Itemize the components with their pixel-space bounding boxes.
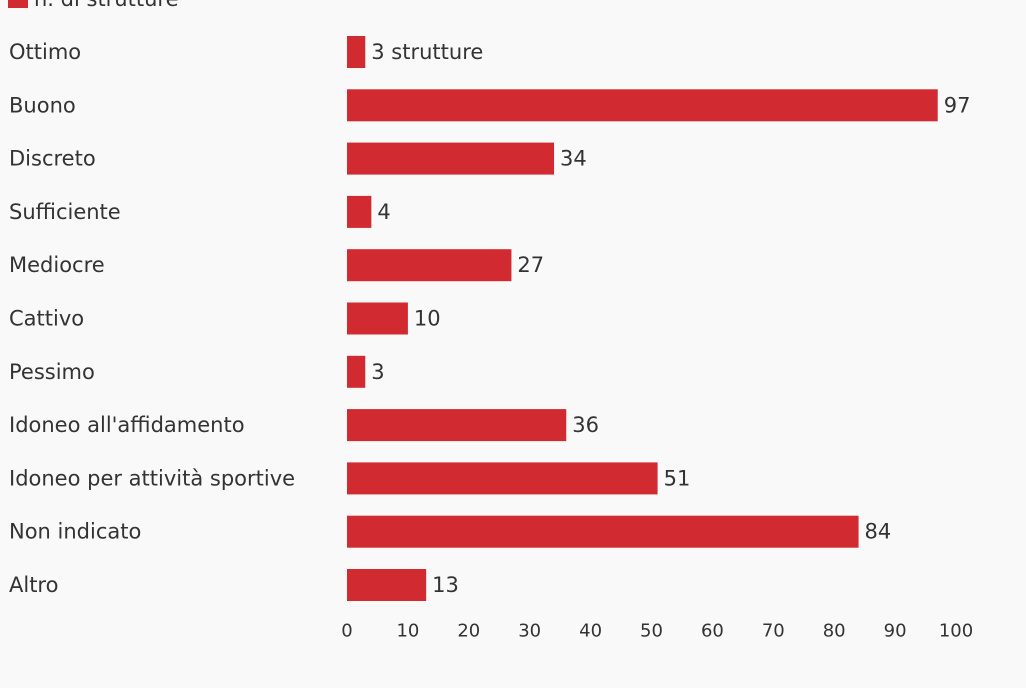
x-tick-label: 70 — [762, 621, 785, 642]
x-tick-label: 80 — [823, 621, 846, 642]
x-tick-label: 100 — [939, 621, 973, 642]
bar — [347, 462, 658, 495]
bar — [347, 569, 427, 601]
x-tick-label: 90 — [884, 621, 907, 642]
value-label: 10 — [414, 307, 441, 331]
bar — [347, 195, 372, 228]
value-label: 97 — [944, 93, 971, 117]
legend: n. di strutture — [8, 0, 179, 11]
value-label: 84 — [865, 520, 892, 544]
value-label: 34 — [560, 147, 587, 171]
category-label: Cattivo — [9, 307, 84, 331]
category-label: Altro — [9, 573, 58, 597]
legend-swatch — [8, 0, 28, 8]
bar — [347, 515, 859, 548]
bar — [347, 355, 366, 388]
x-tick-label: 10 — [396, 621, 419, 642]
x-tick-label: 40 — [579, 621, 602, 642]
category-label: Ottimo — [9, 40, 81, 64]
value-label: 13 — [432, 573, 459, 597]
category-label: Sufficiente — [9, 200, 121, 224]
bar — [347, 36, 366, 68]
category-label: Pessimo — [9, 360, 95, 384]
category-label: Mediocre — [9, 253, 105, 277]
bar — [347, 249, 512, 282]
value-label: 3 — [371, 360, 384, 384]
x-tick-label: 0 — [341, 621, 352, 642]
category-label: Idoneo all'affidamento — [9, 413, 245, 437]
value-label: 3 strutture — [371, 40, 483, 64]
bar — [347, 409, 567, 442]
x-tick-label: 60 — [701, 621, 724, 642]
bar — [347, 142, 555, 175]
value-label: 4 — [377, 200, 390, 224]
legend-label: n. di strutture — [34, 0, 179, 11]
bar — [347, 302, 408, 335]
category-label: Idoneo per attività sportive — [9, 466, 295, 490]
category-label: Buono — [9, 93, 76, 117]
value-label: 51 — [664, 466, 691, 490]
category-label: Discreto — [9, 147, 96, 171]
category-label: Non indicato — [9, 520, 141, 544]
bar — [347, 89, 938, 122]
value-label: 27 — [517, 253, 544, 277]
value-label: 36 — [572, 413, 599, 437]
x-tick-label: 20 — [457, 621, 480, 642]
x-tick-label: 30 — [518, 621, 541, 642]
x-tick-label: 50 — [640, 621, 663, 642]
